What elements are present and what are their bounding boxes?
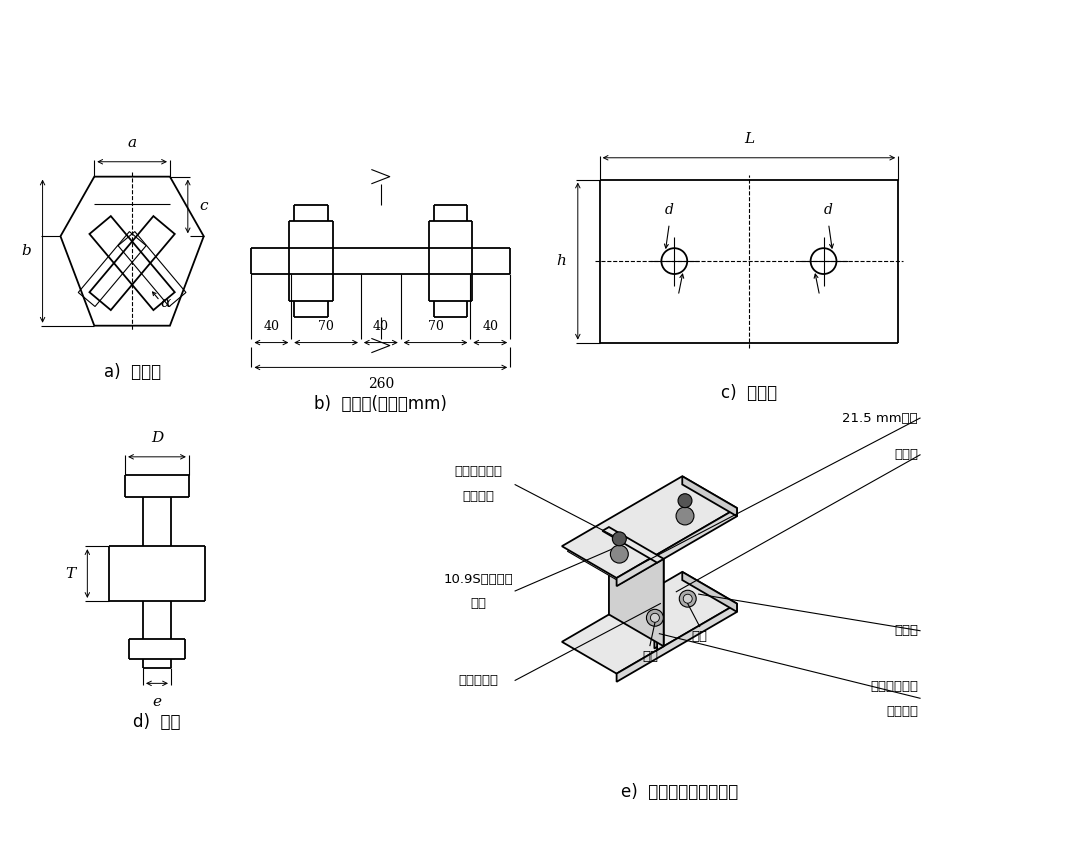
Text: 70: 70 bbox=[319, 320, 334, 333]
Circle shape bbox=[684, 594, 692, 603]
Text: 接触面噴沙: 接触面噴沙 bbox=[458, 674, 498, 687]
Circle shape bbox=[678, 494, 692, 507]
Text: a: a bbox=[127, 136, 137, 150]
Text: d: d bbox=[824, 203, 833, 218]
Polygon shape bbox=[617, 604, 737, 682]
Text: 40: 40 bbox=[373, 320, 389, 333]
Polygon shape bbox=[562, 572, 737, 673]
Text: α: α bbox=[160, 296, 171, 310]
Text: h: h bbox=[556, 254, 566, 268]
Text: b)  正视图(单位：mm): b) 正视图(单位：mm) bbox=[314, 396, 447, 413]
Circle shape bbox=[612, 531, 626, 546]
Text: 施加荷载: 施加荷载 bbox=[886, 704, 918, 718]
Text: d)  螺栓: d) 螺栓 bbox=[133, 713, 180, 731]
Text: 承压板上表面: 承压板上表面 bbox=[455, 465, 502, 478]
Text: 40: 40 bbox=[264, 320, 280, 333]
Text: T: T bbox=[65, 567, 76, 580]
Text: D: D bbox=[151, 431, 163, 445]
Polygon shape bbox=[609, 527, 664, 646]
Polygon shape bbox=[603, 527, 664, 562]
Circle shape bbox=[647, 610, 663, 626]
Text: 施加荷载: 施加荷载 bbox=[462, 490, 495, 503]
Text: d: d bbox=[665, 203, 674, 218]
Text: 垫片: 垫片 bbox=[642, 649, 658, 662]
Text: c)  俧视图: c) 俧视图 bbox=[720, 384, 777, 402]
Text: 10.9S高强螺栓: 10.9S高强螺栓 bbox=[444, 573, 513, 586]
Text: 40: 40 bbox=[483, 320, 498, 333]
Text: c: c bbox=[200, 200, 208, 213]
Text: 260: 260 bbox=[367, 378, 394, 391]
Text: 螺母: 螺母 bbox=[691, 630, 707, 643]
Polygon shape bbox=[657, 559, 664, 650]
Circle shape bbox=[676, 507, 694, 525]
Polygon shape bbox=[617, 508, 737, 587]
Text: b: b bbox=[21, 244, 30, 258]
Circle shape bbox=[679, 590, 697, 607]
Circle shape bbox=[650, 613, 660, 623]
Polygon shape bbox=[683, 572, 737, 611]
Text: a)  侧视图: a) 侧视图 bbox=[104, 364, 161, 382]
Text: 70: 70 bbox=[428, 320, 444, 333]
Polygon shape bbox=[562, 476, 737, 578]
Text: 承压板: 承压板 bbox=[894, 624, 918, 637]
Circle shape bbox=[610, 545, 629, 563]
Text: e: e bbox=[152, 695, 162, 709]
Polygon shape bbox=[654, 557, 661, 648]
Polygon shape bbox=[567, 529, 660, 583]
Text: 连接板: 连接板 bbox=[894, 448, 918, 461]
Text: 21.5 mm开孔: 21.5 mm开孔 bbox=[842, 412, 918, 425]
Text: 承压板下表面: 承压板下表面 bbox=[870, 680, 918, 693]
Text: 垫片: 垫片 bbox=[470, 598, 486, 611]
Text: e)  连接接头三维示意图: e) 连接接头三维示意图 bbox=[621, 783, 738, 801]
Polygon shape bbox=[683, 476, 737, 516]
Text: L: L bbox=[744, 132, 754, 146]
